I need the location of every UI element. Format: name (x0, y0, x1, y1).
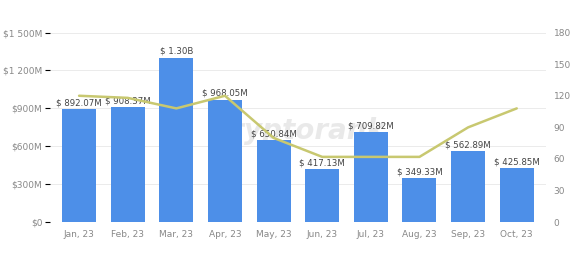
Bar (208, 100, 242, 222)
Text: $ 968.05M: $ 968.05M (202, 89, 248, 98)
Bar (62, 109, 96, 222)
Text: $ 908.37M: $ 908.37M (105, 96, 151, 105)
Text: $ 1.30B: $ 1.30B (160, 47, 193, 56)
Bar (305, 169, 339, 222)
Text: $ 709.82M: $ 709.82M (348, 122, 394, 131)
Text: $ 650.84M: $ 650.84M (251, 129, 296, 138)
Text: $ 562.89M: $ 562.89M (445, 140, 491, 149)
Text: $ 417.13M: $ 417.13M (299, 159, 345, 167)
Text: $ 892.07M: $ 892.07M (56, 98, 102, 108)
Bar (257, 140, 291, 222)
Bar (354, 133, 388, 222)
Bar (500, 168, 534, 222)
Bar (111, 107, 145, 222)
Bar (403, 178, 437, 222)
Text: Cryptorank: Cryptorank (210, 117, 386, 145)
Bar (451, 151, 485, 222)
Text: $ 349.33M: $ 349.33M (397, 167, 443, 176)
Text: $ 425.85M: $ 425.85M (494, 157, 539, 166)
Bar (159, 58, 193, 222)
